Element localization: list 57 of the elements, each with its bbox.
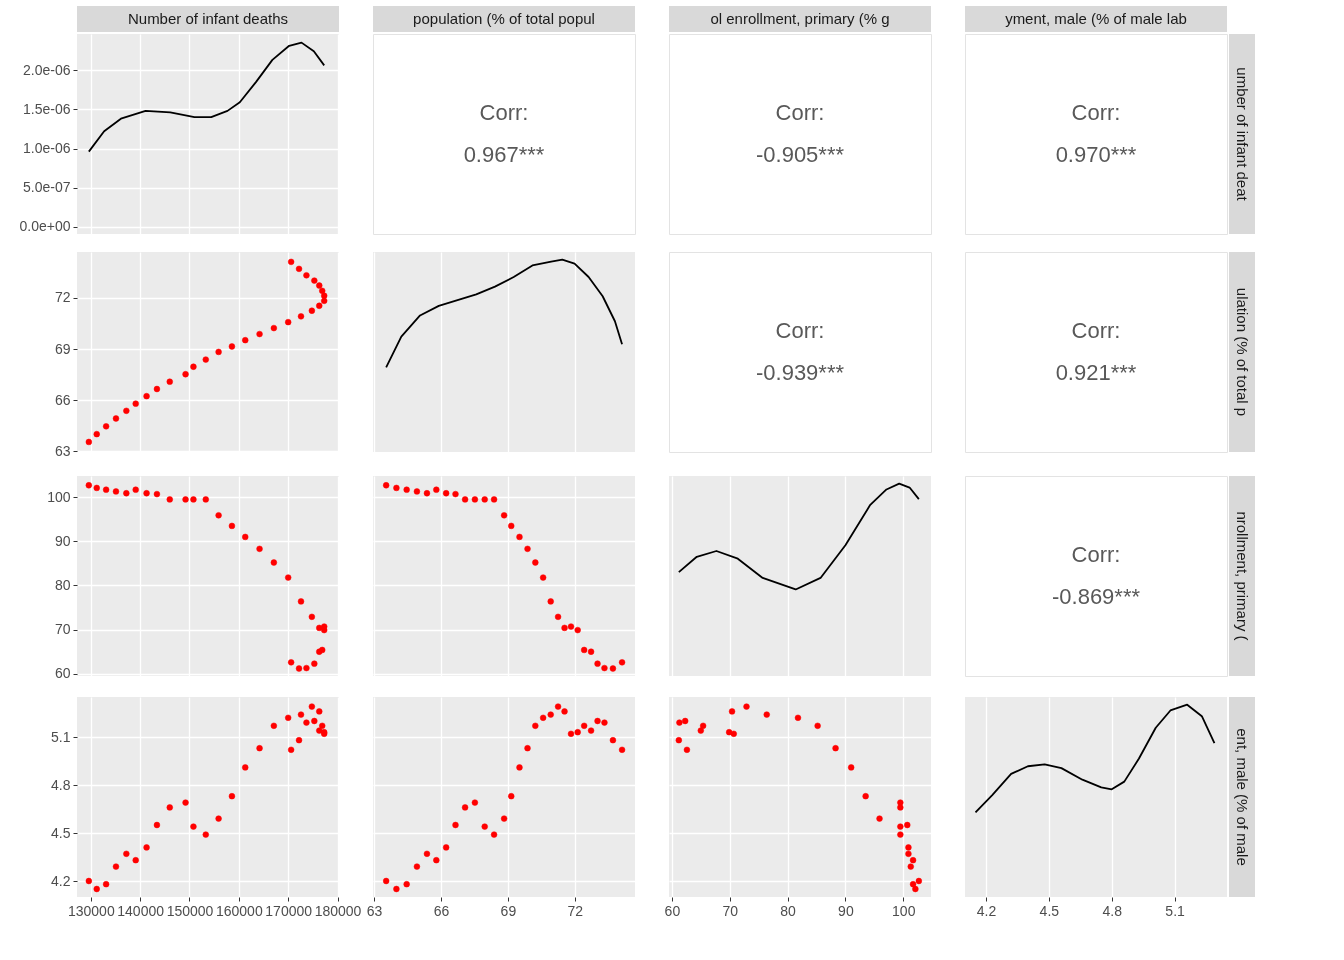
- y-tick-label: 2.0e-06: [23, 61, 71, 78]
- y-tick-label: 1.0e-06: [23, 140, 71, 157]
- y-tick-label: 5.1: [51, 728, 71, 745]
- y-tick-label: 63: [54, 442, 71, 459]
- x-tick-label: 170000: [265, 902, 313, 919]
- text: 0.970***: [1055, 142, 1137, 167]
- x-tick-label: 90: [838, 902, 854, 919]
- text: Corr:: [775, 100, 825, 125]
- chart-title: Number of infant deaths: [127, 10, 289, 27]
- text: -0.869***: [1051, 584, 1141, 609]
- x-tick-label: 160000: [215, 902, 263, 919]
- y-tick-label: 1.5e-06: [23, 100, 71, 117]
- x-tick-label: 63: [366, 902, 383, 919]
- text: ulation (% of total p: [1234, 287, 1251, 417]
- y-tick-label: 60: [54, 665, 71, 682]
- y-tick-label: 70: [54, 621, 71, 638]
- text: nrollment, primary (: [1234, 511, 1251, 641]
- text: -0.939***: [755, 360, 845, 385]
- x-tick-label: 140000: [117, 902, 165, 919]
- y-tick-label: 0.0e+00: [19, 218, 71, 235]
- x-tick-label: 66: [433, 902, 450, 919]
- y-tick-label: 69: [54, 340, 71, 357]
- y-tick-label: 72: [54, 289, 71, 306]
- x-tick-label: 70: [722, 902, 739, 919]
- x-tick-label: 72: [567, 902, 584, 919]
- text: Corr:: [1071, 100, 1121, 125]
- text: Corr:: [1071, 542, 1121, 567]
- text: yment, male (% of male lab: [1005, 10, 1187, 27]
- text: 0.921***: [1055, 360, 1137, 385]
- x-tick-label: 80: [780, 902, 797, 919]
- text: ol enrollment, primary (% g: [710, 10, 890, 27]
- x-tick-label: 4.8: [1102, 902, 1123, 919]
- x-tick-label: 4.5: [1039, 902, 1060, 919]
- y-tick-label: 4.2: [51, 872, 71, 889]
- text: Corr:: [1071, 318, 1121, 343]
- y-tick-label: 100: [47, 488, 71, 505]
- text: Corr:: [479, 100, 529, 125]
- x-tick-label: 100: [892, 902, 916, 919]
- y-tick-label: 5.0e-07: [23, 179, 71, 196]
- text: -0.905***: [755, 142, 845, 167]
- x-tick-label: 180000: [314, 902, 362, 919]
- text: umber of infant deat: [1234, 67, 1251, 202]
- x-tick-label: 150000: [166, 902, 214, 919]
- x-tick-label: 69: [500, 902, 517, 919]
- y-tick-label: 80: [54, 576, 71, 593]
- x-tick-label: 130000: [67, 902, 115, 919]
- y2-axis-title: ent, male (% of male: [1234, 728, 1251, 866]
- y-tick-label: 4.8: [51, 776, 71, 793]
- text: Corr:: [775, 318, 825, 343]
- text: population (% of total popul: [413, 10, 595, 27]
- y-tick-label: 66: [54, 391, 71, 408]
- x-tick-label: 60: [664, 902, 681, 919]
- x-tick-label: 5.1: [1165, 902, 1186, 919]
- y-tick-label: 4.5: [51, 824, 71, 841]
- text: 0.967***: [463, 142, 545, 167]
- y-tick-label: 90: [54, 532, 71, 549]
- x-tick-label: 4.2: [976, 902, 997, 919]
